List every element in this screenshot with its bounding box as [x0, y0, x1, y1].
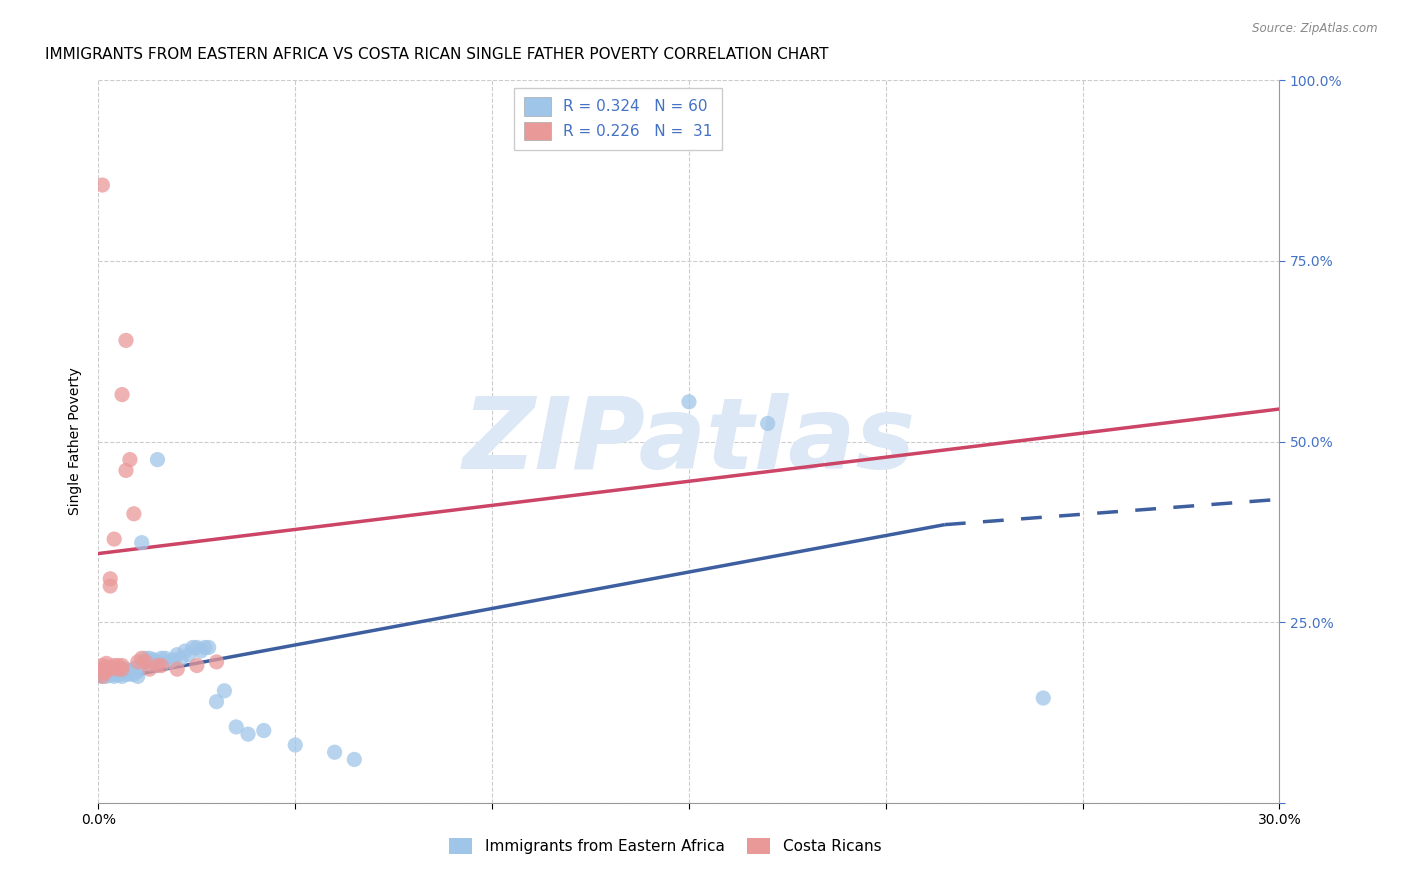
Point [91, 662, 114, 676]
Point [157, 655, 180, 669]
Point [111, 662, 134, 676]
Text: Source: ZipAtlas.com: Source: ZipAtlas.com [1253, 22, 1378, 36]
Point [91, 658, 114, 673]
Point [96, 667, 118, 681]
Point [214, 683, 236, 698]
Point [323, 745, 346, 759]
Point [135, 655, 157, 669]
Point [225, 720, 247, 734]
Point [103, 662, 125, 676]
Point [138, 662, 160, 676]
Point [190, 644, 212, 658]
Point [107, 658, 129, 673]
Point [197, 640, 219, 655]
Point [111, 664, 134, 678]
Point [186, 640, 208, 655]
Point [115, 665, 138, 680]
Point [103, 669, 125, 683]
Point [91, 178, 114, 192]
Point [118, 665, 141, 679]
Point [111, 665, 134, 680]
Point [162, 653, 184, 667]
Point [678, 394, 700, 409]
Point [122, 662, 145, 676]
Point [122, 667, 145, 681]
Point [131, 535, 153, 549]
Point [91, 669, 114, 683]
Point [98, 572, 121, 586]
Text: ZIPatlas: ZIPatlas [463, 393, 915, 490]
Point [96, 660, 118, 674]
Point [91, 662, 114, 676]
Point [96, 669, 118, 683]
Point [205, 695, 228, 709]
Point [103, 532, 125, 546]
Point [138, 657, 160, 671]
Point [131, 651, 153, 665]
Y-axis label: Single Father Poverty: Single Father Poverty [69, 368, 83, 516]
Point [96, 665, 118, 679]
Point [343, 752, 366, 766]
Point [107, 662, 129, 676]
Point [98, 662, 121, 676]
Point [115, 463, 138, 477]
Text: IMMIGRANTS FROM EASTERN AFRICA VS COSTA RICAN SINGLE FATHER POVERTY CORRELATION : IMMIGRANTS FROM EASTERN AFRICA VS COSTA … [45, 47, 828, 62]
Point [111, 387, 134, 401]
Point [103, 665, 125, 680]
Point [142, 653, 165, 667]
Point [127, 660, 149, 674]
Point [107, 665, 129, 679]
Point [174, 644, 197, 658]
Point [284, 738, 307, 752]
Point [98, 579, 121, 593]
Point [115, 667, 138, 681]
Point [1032, 691, 1054, 706]
Point [186, 658, 208, 673]
Point [98, 668, 121, 682]
Point [115, 334, 138, 348]
Point [138, 651, 160, 665]
Point [96, 657, 118, 671]
Point [127, 665, 149, 679]
Point [91, 665, 114, 680]
Point [181, 640, 204, 655]
Point [177, 648, 200, 662]
Point [253, 723, 276, 738]
Point [166, 648, 188, 662]
Point [122, 507, 145, 521]
Point [98, 665, 121, 680]
Point [98, 662, 121, 676]
Point [170, 651, 193, 665]
Point [115, 662, 138, 676]
Point [150, 651, 173, 665]
Point [96, 665, 118, 679]
Point [111, 669, 134, 683]
Point [150, 658, 173, 673]
Legend: Immigrants from Eastern Africa, Costa Ricans: Immigrants from Eastern Africa, Costa Ri… [443, 832, 887, 860]
Point [146, 658, 169, 673]
Point [118, 452, 141, 467]
Point [146, 655, 169, 669]
Point [91, 665, 114, 680]
Point [118, 667, 141, 681]
Point [111, 658, 134, 673]
Point [103, 658, 125, 673]
Point [194, 640, 217, 655]
Point [166, 662, 188, 676]
Point [155, 651, 177, 665]
Point [107, 667, 129, 681]
Point [236, 727, 259, 741]
Point [107, 668, 129, 682]
Point [127, 669, 149, 683]
Point [91, 669, 114, 683]
Point [127, 655, 149, 669]
Point [146, 452, 169, 467]
Point [135, 651, 157, 665]
Point [205, 655, 228, 669]
Point [135, 655, 157, 669]
Point [756, 417, 779, 431]
